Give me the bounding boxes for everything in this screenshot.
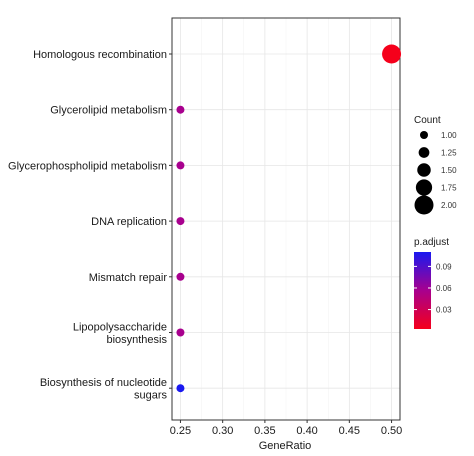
x-tick-label: 0.50 (381, 425, 402, 437)
count-legend-label: 2.00 (441, 201, 457, 210)
x-tick-label: 0.45 (339, 425, 360, 437)
count-legend-label: 1.50 (441, 166, 457, 175)
x-tick-label: 0.35 (254, 425, 275, 437)
count-legend-dot (418, 147, 430, 158)
y-category-label: Lipopolysaccharide biosynthesis (73, 321, 168, 346)
p-adjust-tick-label: 0.06 (436, 284, 452, 293)
count-legend-dot (420, 131, 428, 139)
x-tick-label: 0.40 (296, 425, 317, 437)
count-legend-dot (417, 163, 431, 177)
count-legend-label: 1.25 (441, 149, 457, 158)
count-legend-title: Count (414, 115, 441, 126)
p-adjust-tick-label: 0.03 (436, 306, 452, 315)
y-category-label: Glycerophospholipid metabolism (8, 160, 167, 172)
p-adjust-legend-title: p.adjust (414, 237, 449, 248)
x-tick-label: 0.25 (170, 425, 191, 437)
data-point (382, 44, 402, 64)
x-tick-label: 0.30 (212, 425, 233, 437)
data-point (176, 105, 185, 114)
plot-border (171, 17, 401, 421)
data-point (176, 217, 185, 226)
count-legend-dot (415, 179, 433, 196)
data-point (176, 272, 185, 281)
p-adjust-tick-label: 0.09 (436, 262, 452, 271)
p-adjust-colorbar (414, 252, 431, 329)
y-category-label: Homologous recombination (33, 49, 167, 61)
data-point (176, 384, 185, 393)
count-legend: Count 1.00 1.25 1.50 1.75 2.00 (414, 115, 457, 215)
y-category-label: DNA replication (91, 216, 167, 228)
x-axis-title: GeneRatio (259, 440, 312, 452)
y-category-label: Glycerolipid metabolism (50, 105, 167, 117)
data-point (176, 161, 185, 170)
plot-area: 0.25 0.30 0.35 0.40 0.45 0.50 Homologous recom… (8, 17, 402, 437)
y-category-label: Biosynthesis of nucleotide sugars (40, 377, 168, 402)
count-legend-label: 1.00 (441, 131, 457, 140)
count-legend-label: 1.75 (441, 184, 457, 193)
count-legend-dot (414, 195, 434, 215)
data-point (176, 328, 185, 337)
p-adjust-legend: p.adjust 0.09 0.06 0.03 (414, 237, 452, 329)
y-category-label: Mismatch repair (89, 272, 168, 284)
